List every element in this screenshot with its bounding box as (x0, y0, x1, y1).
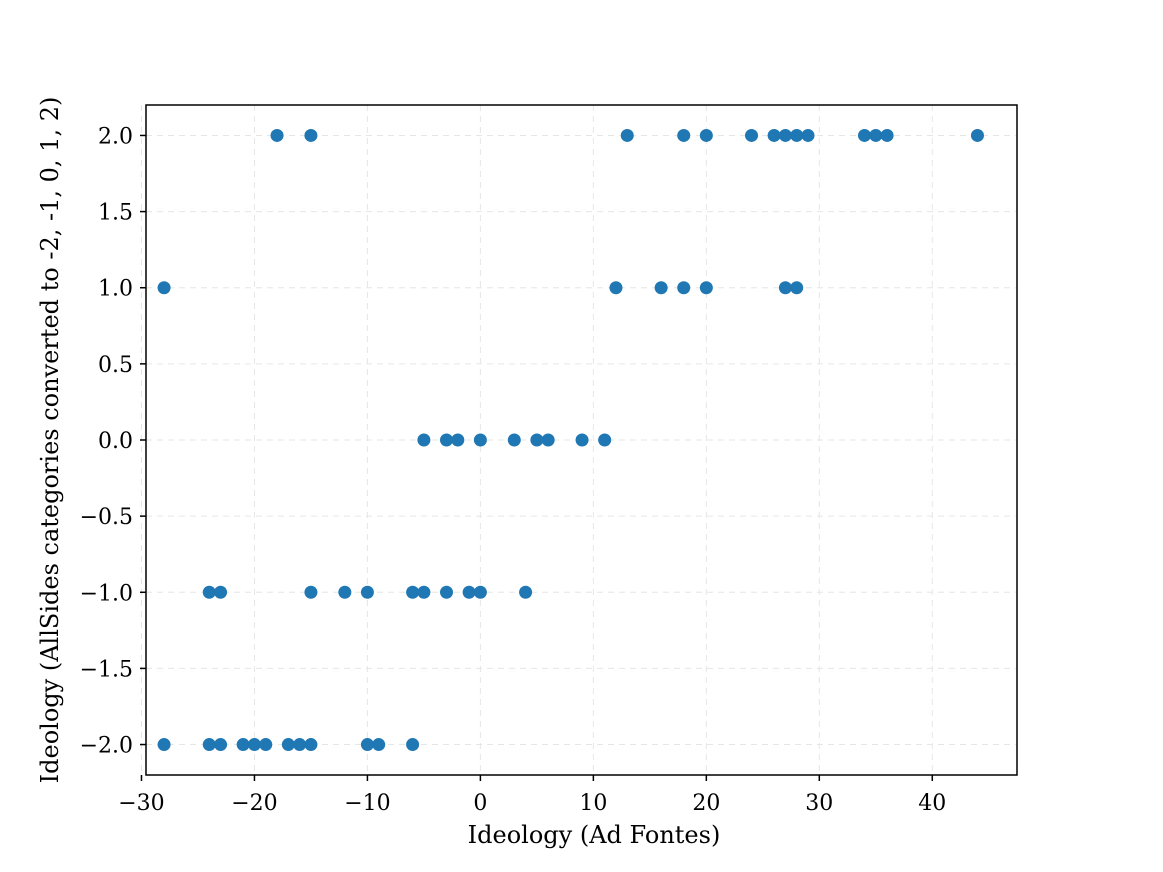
y-tick-label: −1.0 (80, 581, 133, 606)
x-axis-label: Ideology (Ad Fontes) (468, 821, 721, 849)
y-axis-ticks: −2.0 −1.5 −1.0 −0.5 0.0 0.5 1.0 1.5 2.0 (80, 124, 146, 759)
data-point (304, 738, 318, 752)
data-point (157, 281, 171, 295)
data-point (440, 433, 454, 447)
data-point (372, 738, 386, 752)
y-tick-label: 0.5 (98, 353, 133, 378)
data-point (699, 281, 713, 295)
data-point (790, 128, 804, 142)
x-tick-label: 40 (918, 791, 946, 816)
data-point (575, 433, 589, 447)
y-tick-label: −0.5 (80, 505, 133, 530)
y-tick-label: 1.5 (98, 201, 133, 226)
data-point (767, 128, 781, 142)
x-tick-label: 20 (692, 791, 720, 816)
data-point (281, 738, 295, 752)
data-point (157, 738, 171, 752)
data-point (293, 738, 307, 752)
data-point (598, 433, 612, 447)
data-point (654, 281, 668, 295)
data-points (157, 128, 984, 752)
data-point (970, 128, 984, 142)
data-point (360, 585, 374, 599)
data-point (507, 433, 521, 447)
data-point (214, 585, 228, 599)
data-point (677, 281, 691, 295)
y-tick-label: 1.0 (98, 277, 133, 302)
y-tick-label: 0.0 (98, 429, 133, 454)
data-point (360, 738, 374, 752)
x-tick-label: −30 (118, 791, 164, 816)
data-point (417, 585, 431, 599)
data-point (214, 738, 228, 752)
data-point (270, 128, 284, 142)
data-point (699, 128, 713, 142)
data-point (304, 585, 318, 599)
data-point (202, 738, 216, 752)
data-point (530, 433, 544, 447)
data-point (620, 128, 634, 142)
data-point (304, 128, 318, 142)
data-point (202, 585, 216, 599)
x-axis-ticks: −30 −20 −10 0 10 20 30 40 (118, 775, 946, 816)
x-tick-label: 0 (473, 791, 487, 816)
data-point (541, 433, 555, 447)
x-tick-label: 30 (805, 791, 833, 816)
y-tick-label: 2.0 (98, 124, 133, 149)
data-point (778, 128, 792, 142)
data-point (451, 433, 465, 447)
data-point (609, 281, 623, 295)
data-point (440, 585, 454, 599)
data-point (406, 738, 420, 752)
data-point (338, 585, 352, 599)
data-point (869, 128, 883, 142)
data-point (473, 585, 487, 599)
y-tick-label: −1.5 (80, 657, 133, 682)
data-point (236, 738, 250, 752)
data-point (519, 585, 533, 599)
data-point (677, 128, 691, 142)
data-point (473, 433, 487, 447)
data-point (778, 281, 792, 295)
data-point (247, 738, 261, 752)
data-point (406, 585, 420, 599)
data-point (745, 128, 759, 142)
x-tick-label: −10 (344, 791, 390, 816)
data-point (880, 128, 894, 142)
data-point (259, 738, 273, 752)
data-point (857, 128, 871, 142)
x-tick-label: 10 (579, 791, 607, 816)
data-point (801, 128, 815, 142)
data-point (462, 585, 476, 599)
x-tick-label: −20 (231, 791, 277, 816)
y-tick-label: −2.0 (80, 734, 133, 759)
y-axis-label: Ideology (AllSides categories converted … (36, 97, 64, 784)
data-point (790, 281, 804, 295)
data-point (417, 433, 431, 447)
